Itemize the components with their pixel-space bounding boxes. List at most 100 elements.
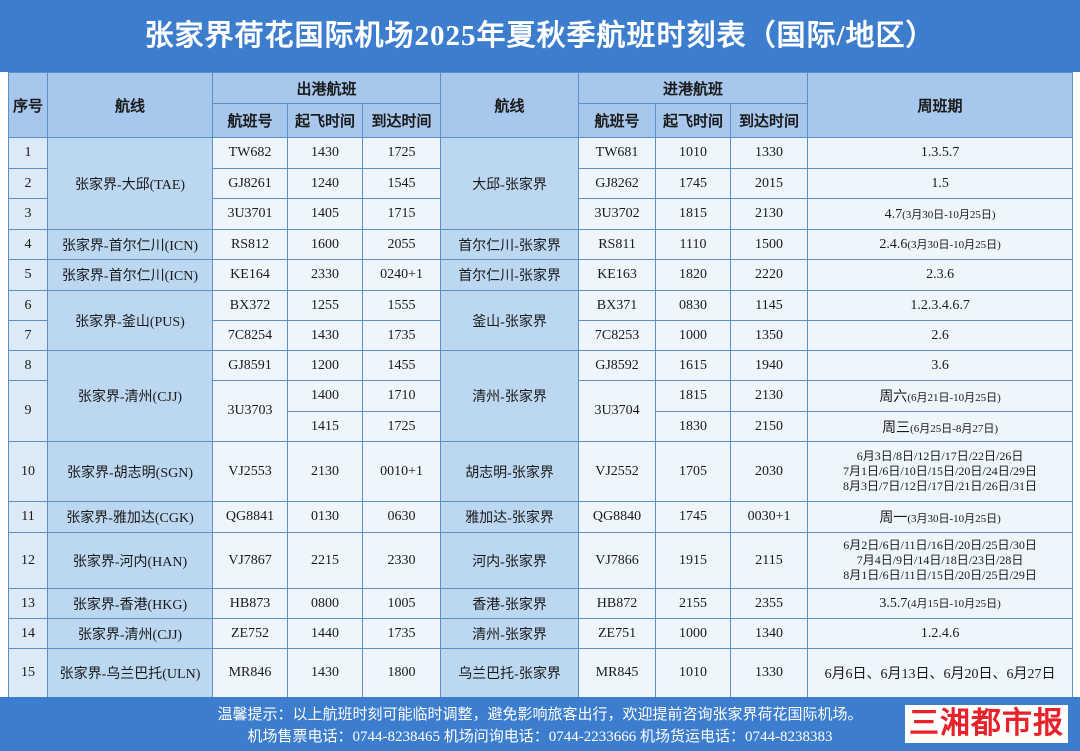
table-row: 9 3U3703 1400 1710 3U3704 1815 2130 周六(6月21日-10…	[8, 380, 1074, 442]
schedule-line: 3.6	[931, 357, 949, 373]
footer-phones: 机场售票电话：0744-8238465 机场问询电话：0744-2233666 …	[247, 729, 833, 745]
in-dep-cell: 1830	[655, 411, 732, 442]
in-route-cell: 釜山-张家界	[440, 290, 580, 351]
out-arr-cell: 2055	[361, 229, 442, 260]
in-dep-cell: 1705	[655, 441, 732, 502]
schedule-cell: 1.2.3.4.6.7	[807, 290, 1074, 321]
out-route-cell: 张家界-乌兰巴托(ULN)	[47, 648, 213, 698]
out-flight-cell: GJ8591	[212, 350, 288, 381]
in-flight-cell: HB872	[578, 588, 657, 619]
no-cell: 15	[8, 648, 48, 698]
out-route-cell: 张家界-大邱(TAE)	[47, 137, 213, 230]
out-arr-cell: 0010+1	[361, 441, 442, 502]
in-dep-cell: 1110	[655, 229, 732, 260]
no-cell: 12	[8, 532, 48, 589]
schedule-cell: 周一(3月30日-10月25日)	[807, 501, 1074, 533]
in-arr-cell: 2130	[730, 380, 809, 412]
in-route-cell: 大邱-张家界	[440, 137, 580, 230]
no-cell: 11	[8, 501, 48, 533]
header-cell: 序号	[8, 72, 48, 138]
out-flight-cell: BX372	[212, 290, 288, 321]
in-flight-cell: 7C8253	[578, 320, 657, 351]
in-arr-cell: 1350	[730, 320, 809, 351]
schedule-cell: 周六(6月21日-10月25日)	[807, 380, 1074, 412]
out-route-cell: 张家界-首尔仁川(ICN)	[47, 229, 213, 260]
out-arr-cell: 1800	[361, 648, 442, 698]
no-cell: 14	[8, 618, 48, 649]
out-dep-cell: 1430	[287, 648, 363, 698]
schedule-note: (3月30日-10月25日)	[907, 513, 1001, 525]
table-row: 7 7C8254 1430 1735 7C8253 1000 1350 2.6	[8, 320, 1074, 351]
header-cell: 起飞时间	[287, 103, 363, 138]
out-flight-cell: 3U3701	[212, 198, 288, 230]
in-dep-cell: 0830	[655, 290, 732, 321]
in-route-cell: 香港-张家界	[440, 588, 580, 619]
header-cell: 航班号	[212, 103, 288, 138]
out-arr-cell: 0240+1	[361, 259, 442, 291]
no-cell: 3	[8, 198, 48, 230]
schedule-note: (6月25日-8月27日)	[910, 422, 999, 435]
out-arr-cell: 1005	[361, 588, 442, 619]
schedule-cell: 2.3.6	[807, 259, 1074, 291]
schedule-cell: 3.6	[807, 350, 1074, 381]
table-row: 1 张家界-大邱(TAE) TW682 1430 1725 大邱-张家界 TW681 1010…	[8, 137, 1074, 230]
schedule-line: 1.2.4.6	[920, 625, 960, 641]
schedule-line: 2.3.6	[926, 267, 955, 282]
in-dep-cell: 1745	[655, 168, 732, 199]
out-route-cell: 张家界-清州(CJJ)	[47, 618, 213, 649]
schedule-line: 6月2日/6日/11日/16日/20日/25日/30日	[843, 538, 1037, 552]
in-dep-cell: 1815	[655, 380, 732, 412]
out-route-cell: 张家界-首尔仁川(ICN)	[47, 259, 213, 291]
in-dep-cell: 1010	[655, 648, 732, 698]
table-row: 3 3U3701 1405 1715 3U3702 1815 2130 4.7(3月30日-1…	[8, 198, 1074, 230]
out-flight-cell: HB873	[212, 588, 288, 619]
out-dep-cell: 0130	[287, 501, 363, 533]
in-route-cell: 清州-张家界	[440, 350, 580, 442]
table-row: 6 张家界-釜山(PUS) BX372 1255 1555 釜山-张家界 BX371 0830…	[8, 290, 1074, 351]
schedule-cell: 6月3日/8日/12日/17日/22日/26日 7月1日/6日/10日/15日/2…	[807, 441, 1074, 502]
in-dep-cell: 1815	[655, 198, 732, 230]
table-row: 10 张家界-胡志明(SGN) VJ2553 2130 0010+1 胡志明-张家界 VJ2…	[8, 441, 1074, 502]
in-dep-cell: 1745	[655, 501, 732, 533]
out-dep-cell: 0800	[287, 588, 363, 619]
schedule-cell: 6月6日、6月13日、6月20日、6月27日	[807, 648, 1074, 698]
schedule-line: 4.7	[884, 206, 903, 222]
title: 张家界荷花国际机场2025年夏秋季航班时刻表（国际/地区）	[0, 0, 1080, 72]
schedule-note: (3月30日-10月25日)	[902, 208, 996, 221]
out-dep-cell: 1200	[287, 350, 363, 381]
out-arr-cell: 1725	[361, 411, 442, 442]
table-row: 11 张家界-雅加达(CGK) QG8841 0130 0630 雅加达-张家界 QG884…	[8, 501, 1074, 533]
schedule-line: 8月3日/7日/12日/17日/21日/26日/31日	[843, 479, 1038, 493]
out-arr-cell: 0630	[361, 501, 442, 533]
table-row: 14 张家界-清州(CJJ) ZE752 1440 1735 清州-张家界 ZE751 100…	[8, 618, 1074, 649]
header-cell: 到达时间	[361, 103, 442, 138]
schedule-line: 2.6	[931, 327, 949, 343]
header-cell: 航线	[47, 72, 213, 138]
out-route-cell: 张家界-釜山(PUS)	[47, 290, 213, 351]
no-cell: 10	[8, 441, 48, 502]
in-route-cell: 雅加达-张家界	[440, 501, 580, 533]
table-row: 15 张家界-乌兰巴托(ULN) MR846 1430 1800 乌兰巴托-张家界 MR84…	[8, 648, 1074, 698]
out-dep-cell: 2215	[287, 532, 363, 589]
schedule-table: 序号 航线 出港航班 航线 进港航班 周班期 航班号 起飞时间 到达时间 航班号…	[8, 72, 1074, 698]
table-row: 12 张家界-河内(HAN) VJ7867 2215 2330 河内-张家界 VJ7866 1…	[8, 532, 1074, 589]
out-arr-cell: 1710	[361, 380, 442, 412]
schedule-cell: 周三(6月25日-8月27日)	[807, 411, 1074, 442]
in-arr-cell: 2355	[730, 588, 809, 619]
out-flight-cell: QG8841	[212, 501, 288, 533]
no-cell: 5	[8, 259, 48, 291]
schedule-note: (4月15日-10月25日)	[907, 598, 1001, 610]
schedule-line: 2.4.6	[879, 237, 908, 252]
out-route-cell: 张家界-胡志明(SGN)	[47, 441, 213, 502]
header-cell: 周班期	[807, 72, 1074, 138]
schedule-cell: 1.3.5.7	[807, 137, 1074, 169]
in-flight-cell: 3U3702	[578, 198, 657, 230]
table-row: 13 张家界-香港(HKG) HB873 0800 1005 香港-张家界 HB872 215…	[8, 588, 1074, 619]
header-cell: 航班号	[578, 103, 657, 138]
out-route-cell: 张家界-香港(HKG)	[47, 588, 213, 619]
in-arr-cell: 2130	[730, 198, 809, 230]
in-arr-cell: 1330	[730, 137, 809, 169]
in-arr-cell: 1500	[730, 229, 809, 260]
out-route-cell: 张家界-河内(HAN)	[47, 532, 213, 589]
out-arr-cell: 1735	[361, 320, 442, 351]
